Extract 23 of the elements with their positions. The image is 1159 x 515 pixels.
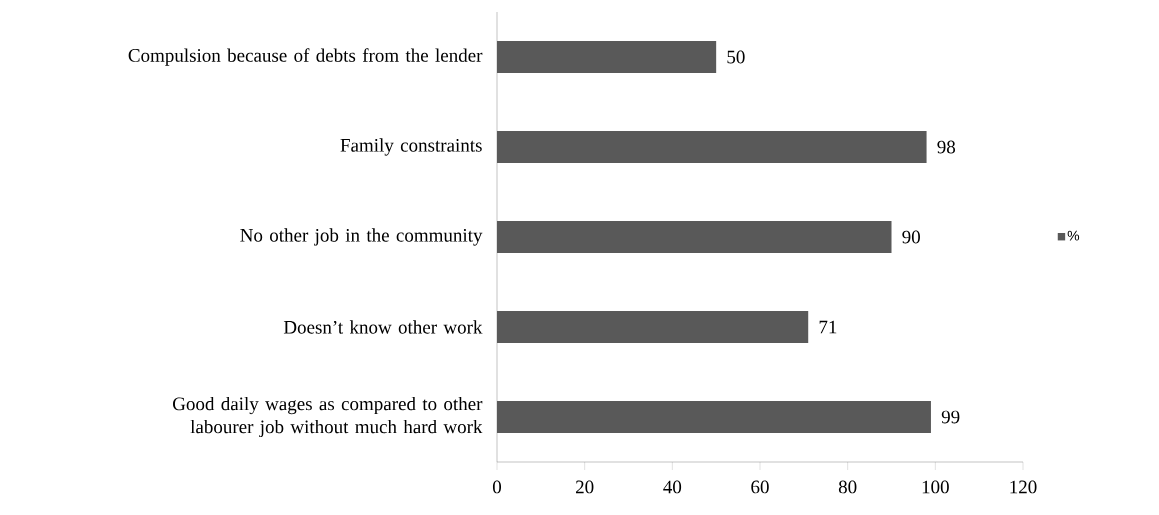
data-label: 99 (941, 410, 960, 424)
x-tick-label: 80 (838, 480, 857, 494)
bar (497, 401, 931, 433)
data-label: 98 (937, 140, 956, 154)
y-tick-label: Family constraints (340, 138, 482, 156)
data-label: 50 (727, 50, 745, 64)
y-tick-label: Compulsion because of debts from the lender (128, 48, 483, 66)
x-tick-label: 0 (492, 480, 502, 494)
data-label: 90 (902, 230, 920, 244)
y-tick-label: No other job in the community (240, 228, 483, 246)
data-label: 71 (819, 320, 837, 334)
legend-label: % (1067, 230, 1080, 241)
y-tick-label: Good daily wages as compared to other labourer job without much hard work (173, 396, 483, 438)
x-tick-label: 20 (576, 480, 594, 494)
x-tick-label: 40 (663, 480, 682, 494)
y-tick-label: Doesn’t know other work (283, 320, 483, 334)
x-tick-label: 60 (751, 480, 769, 494)
x-tick-label: 100 (922, 480, 949, 494)
bar (497, 311, 809, 344)
bar (497, 221, 892, 254)
bar (497, 41, 717, 74)
bar (497, 131, 927, 164)
x-tick-label: 120 (1010, 480, 1037, 494)
